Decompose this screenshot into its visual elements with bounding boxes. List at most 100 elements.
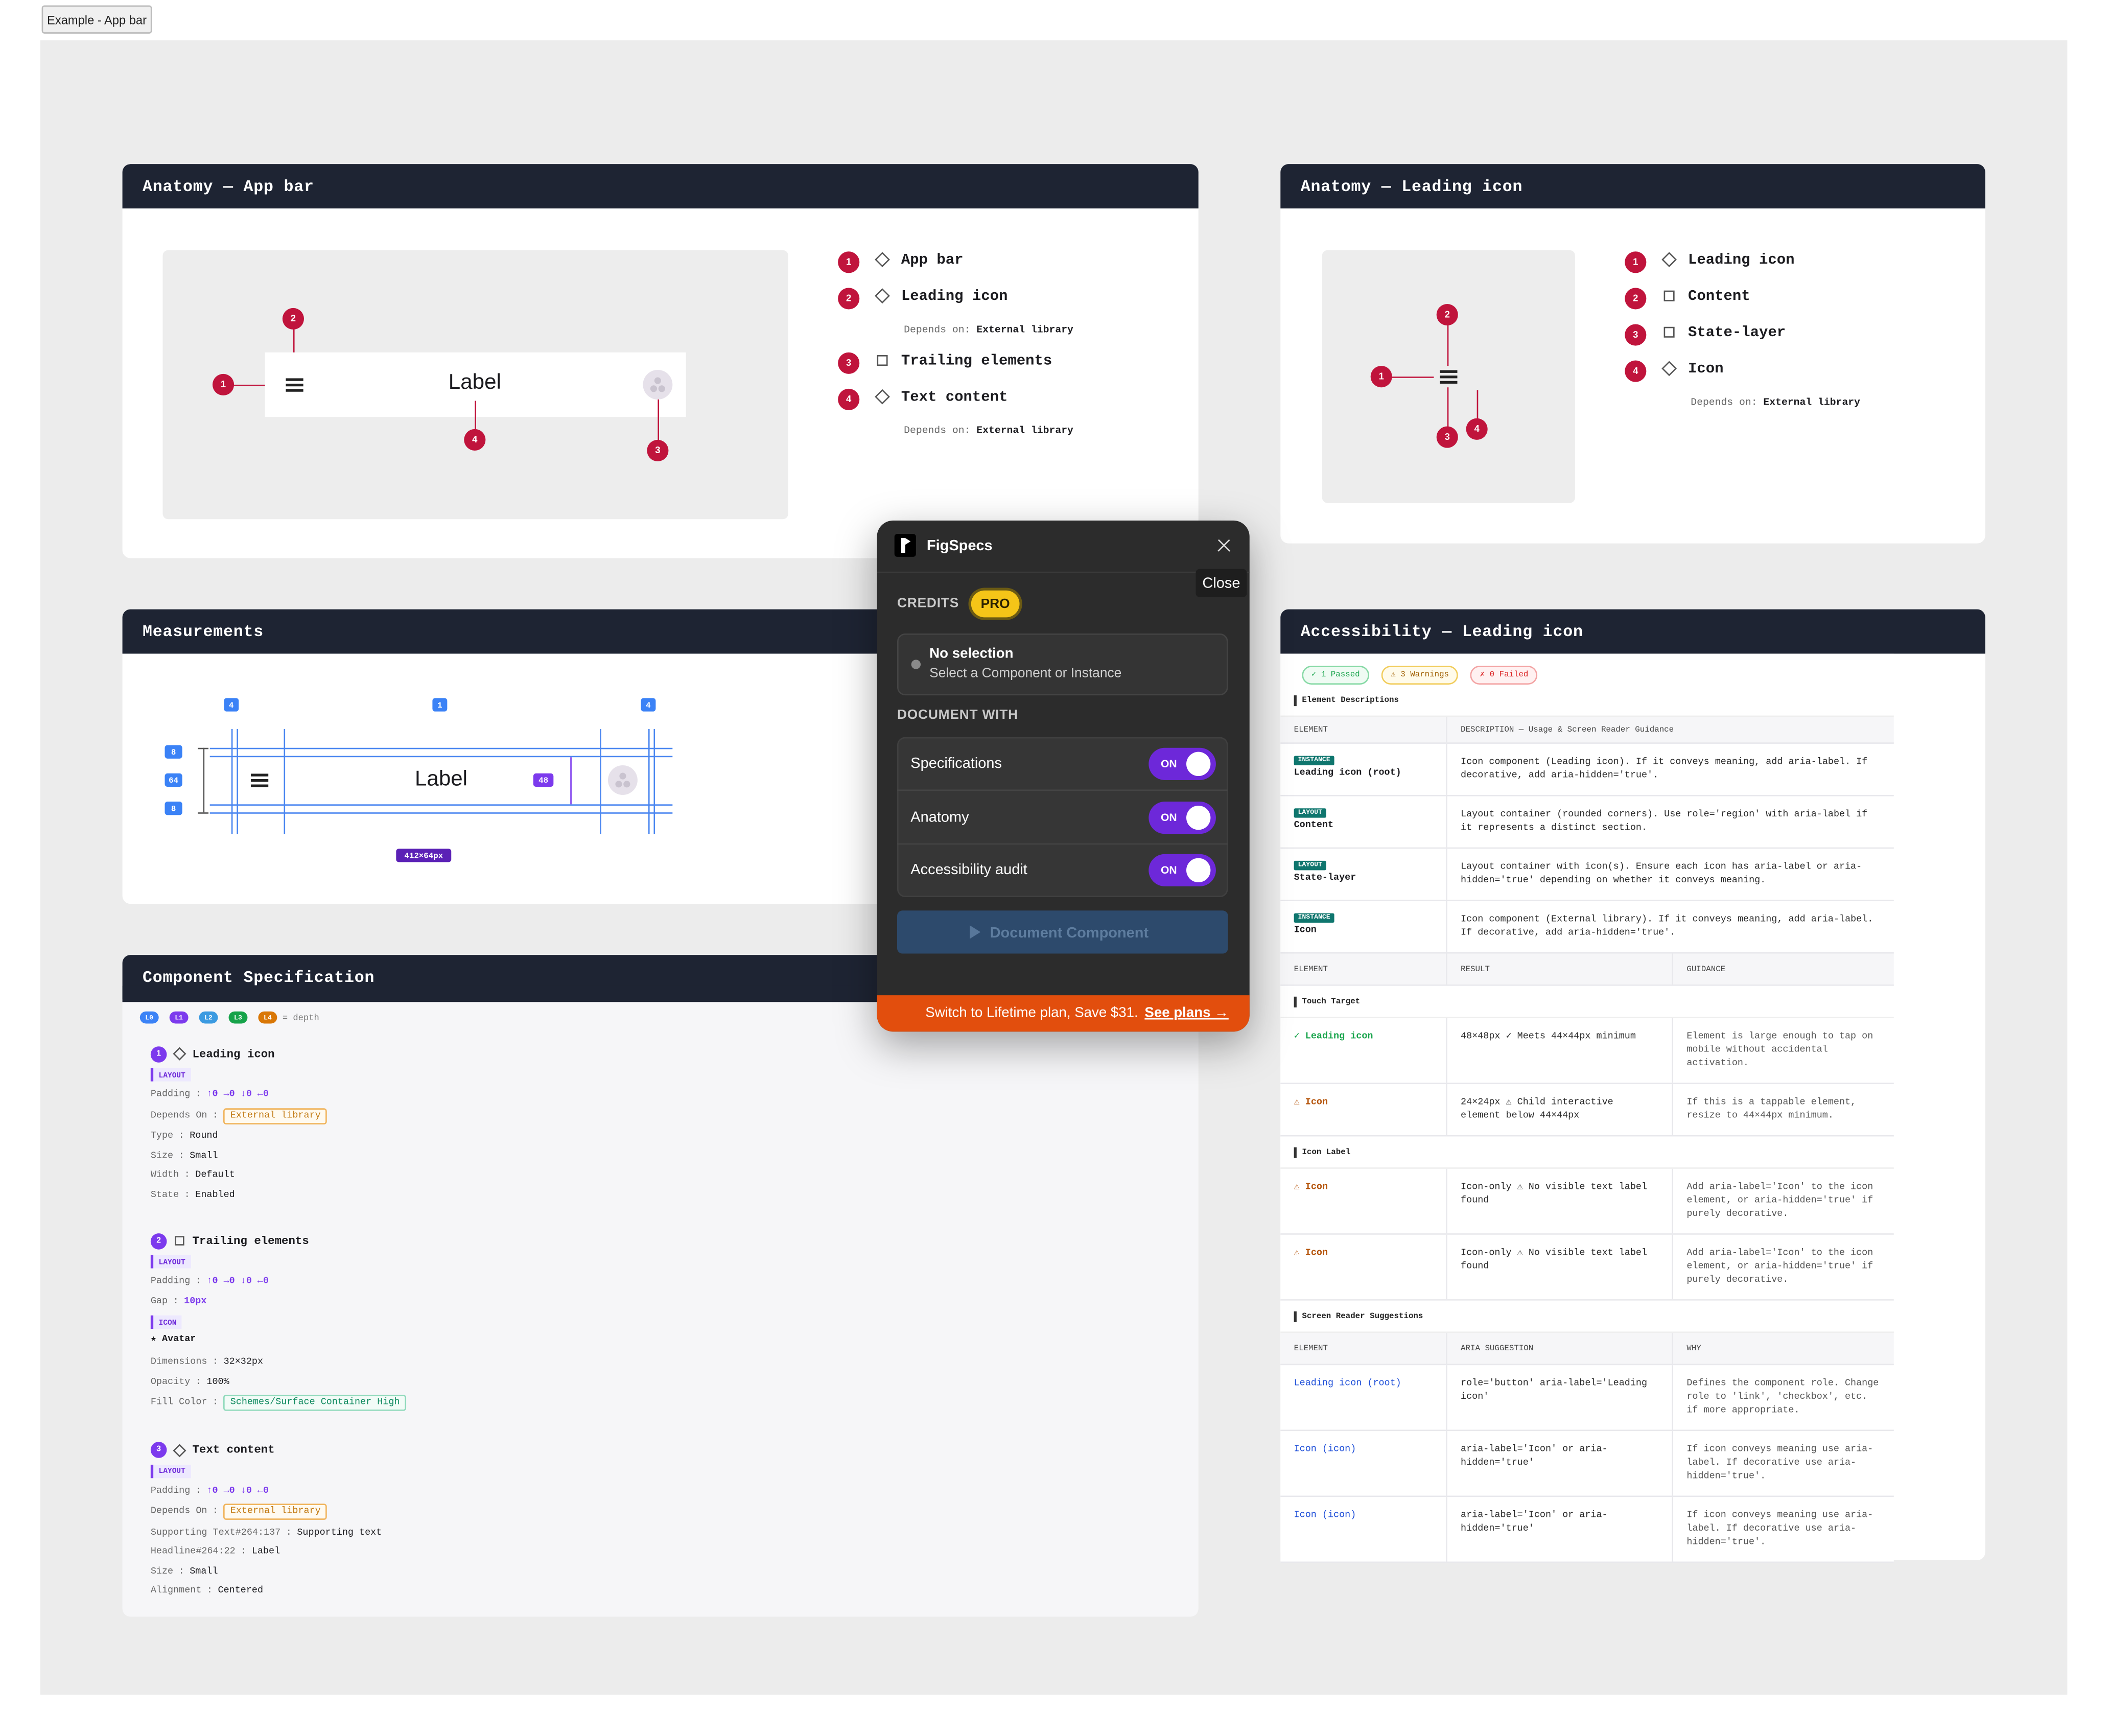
- line: [877, 571, 1250, 573]
- section-text: Screen Reader Suggestions: [1302, 1311, 1423, 1321]
- prop-key: Size: [150, 1566, 174, 1578]
- line: [653, 729, 654, 834]
- line: [599, 729, 601, 834]
- prop-value: Default: [195, 1170, 235, 1182]
- line: [1381, 376, 1434, 378]
- element-tag: LAYOUT: [1294, 860, 1326, 871]
- spec-prop: Alignment: Centered: [151, 1582, 1173, 1601]
- section-bar: [1294, 996, 1297, 1007]
- document-button-label: Document Component: [990, 925, 1149, 942]
- spec-prop: Padding: ↑0 →0 ↓0 ←0: [151, 1086, 1173, 1105]
- line: [897, 789, 1228, 791]
- measure-badge: 48: [533, 773, 554, 787]
- play-icon: [970, 925, 981, 939]
- spec-prop: Depends On: External library: [151, 1105, 1173, 1127]
- tooltip: Close: [1196, 569, 1247, 597]
- prop-value: Small: [190, 1566, 218, 1578]
- table-cell: RESULT: [1446, 953, 1672, 985]
- spec-prop: Size: Small: [151, 1146, 1173, 1166]
- table-row: INSTANCE Icon Icon component (External lib…: [1280, 901, 1894, 954]
- measure-badge: 64: [165, 773, 182, 787]
- prop-key: Supporting Text#264:137: [150, 1528, 281, 1539]
- table-row: ⚠ Icon Icon-only ⚠ No visible text label …: [1280, 1234, 1894, 1301]
- prop-separator: :: [195, 1486, 201, 1497]
- prop-key: Alignment: [150, 1586, 202, 1597]
- toggle-label: Specifications: [910, 756, 1002, 772]
- prop-separator: :: [173, 1296, 179, 1307]
- promo-link[interactable]: See plans →: [1144, 1004, 1229, 1021]
- prop-separator: :: [213, 1110, 219, 1121]
- table-cell: ELEMENT: [1294, 725, 1328, 735]
- line: [198, 747, 209, 749]
- line: [1476, 390, 1478, 429]
- prop-separator: :: [213, 1357, 219, 1369]
- table-row: LAYOUT Content Layout container (rounded c…: [1280, 796, 1894, 849]
- card-title: Accessibility — Leading icon: [1300, 622, 1583, 642]
- prop-value: Label: [251, 1547, 280, 1558]
- credits-label: CREDITS: [897, 596, 959, 612]
- prop-separator: :: [184, 1190, 190, 1201]
- measure-badge: 8: [165, 802, 182, 815]
- card-title: Measurements: [143, 622, 264, 642]
- depth-chip: L1: [169, 1011, 189, 1024]
- spec-prop: Fill Color: Schemes/Surface Container Hig…: [151, 1392, 1173, 1414]
- spec-name: Text content: [192, 1443, 275, 1457]
- line: [657, 399, 659, 451]
- prop-separator: :: [178, 1566, 184, 1578]
- shape-icon: [173, 1047, 186, 1061]
- line: [236, 729, 238, 834]
- spec-prop: Supporting Text#264:137: Supporting text: [151, 1523, 1173, 1542]
- spec-tag: ICON: [150, 1315, 182, 1329]
- spec-prop: Headline#264:22: Label: [151, 1543, 1173, 1562]
- table-row: Icon (icon) aria-label='Icon' or aria-hid…: [1280, 1497, 1894, 1563]
- line: [209, 804, 673, 805]
- line: [292, 318, 294, 353]
- card-title: Anatomy — App bar: [143, 177, 314, 197]
- table-cell: ✓ Leading icon: [1294, 1031, 1373, 1043]
- legend-name: App bar: [901, 252, 964, 269]
- section-bar: [1294, 694, 1297, 706]
- table-cell: LAYOUT State-layer: [1280, 849, 1446, 900]
- toggle-state: ON: [1160, 758, 1177, 770]
- spec-prop: Padding: ↑0 →0 ↓0 ←0: [151, 1272, 1173, 1292]
- legend-name: Content: [1688, 289, 1750, 306]
- toggle-knob: [1186, 805, 1211, 830]
- depth-chip: L2: [199, 1011, 218, 1024]
- marker: 1: [1370, 366, 1392, 388]
- spec-prop: Gap:10px: [151, 1292, 1173, 1311]
- accessibility-table: ✓ 1 Passed ⚠ 3 Warnings ✗ 0 Failed Element …: [1280, 653, 1894, 1563]
- card-title: Anatomy — Leading icon: [1300, 177, 1523, 197]
- avatar: [607, 765, 638, 795]
- document-with: DOCUMENT WITH: [897, 708, 1018, 723]
- depth-caption: = depth: [282, 1013, 319, 1023]
- table-row: Leading icon (root) role='button' aria-la…: [1280, 1365, 1894, 1432]
- avatar-glyph: [658, 385, 665, 392]
- prop-value: Supporting text: [297, 1528, 382, 1539]
- legend-name: Icon: [1688, 362, 1724, 378]
- line: [474, 401, 476, 440]
- top-button[interactable]: Example - App bar: [41, 5, 152, 34]
- prop-value: 32×32px: [223, 1357, 264, 1369]
- marker: 3: [1436, 426, 1458, 448]
- line: [1446, 315, 1448, 366]
- document-button[interactable]: [897, 910, 1228, 954]
- table-cell: DESCRIPTION — Usage & Screen Reader Guid…: [1446, 717, 1894, 743]
- table-cell: INSTANCE Leading icon (root): [1280, 744, 1446, 795]
- section-label: Icon Label: [1280, 1136, 1894, 1169]
- legend-name: Leading icon: [1688, 252, 1795, 269]
- toggle-state: ON: [1160, 811, 1177, 824]
- legend-name: Trailing elements: [901, 354, 1052, 370]
- prop-separator: :: [184, 1170, 190, 1182]
- menu-icon: [1440, 376, 1458, 378]
- depends-label: Depends on:: [904, 426, 971, 437]
- popup-logo-mark: [905, 538, 911, 545]
- table-cell: Add aria-label='Icon' to the icon elemen…: [1672, 1168, 1893, 1234]
- spec-tag-row: ICON: [150, 1311, 1173, 1333]
- prop-separator: :: [241, 1547, 247, 1558]
- toggle-label: Anatomy: [910, 809, 969, 826]
- prop-value: Round: [190, 1131, 218, 1142]
- marker: 1: [212, 373, 235, 395]
- menu-icon: [286, 383, 303, 386]
- app-bar-label: Label: [414, 768, 468, 791]
